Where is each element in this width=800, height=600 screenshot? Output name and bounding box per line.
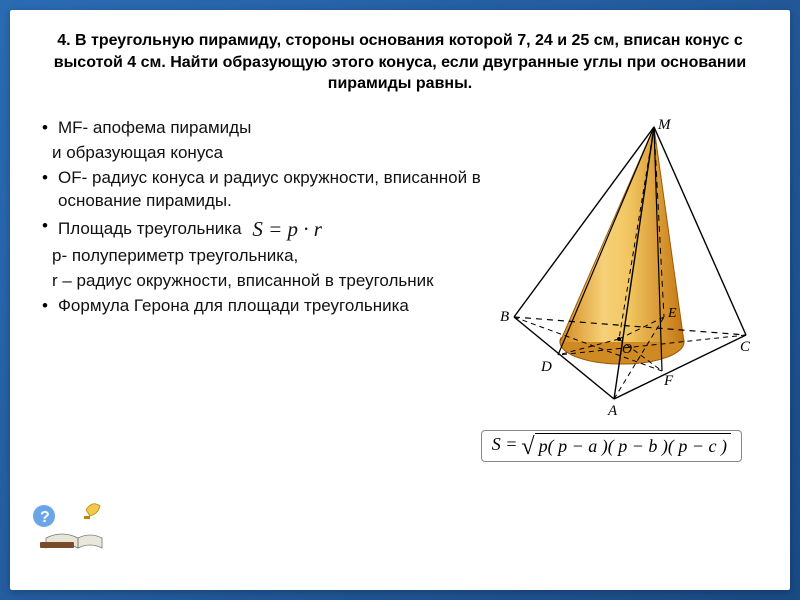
label-m: M (657, 117, 672, 133)
label-e: E (667, 306, 677, 321)
label-d: D (540, 359, 552, 375)
corner-illustration: ? (32, 494, 106, 552)
text-column: MF- апофема пирамиды и образующая конуса… (38, 117, 494, 422)
figure-column: M B C A D E F O (494, 117, 762, 422)
bullet-area: Площадь треугольника S = p · r (38, 215, 486, 243)
formula-spr: S = p · r (246, 215, 322, 243)
label-b: B (500, 309, 509, 325)
label-o: O (622, 342, 632, 357)
sqrt-icon: √ p( p − a )( p − b )( p − c ) (521, 433, 731, 457)
label-a: A (607, 403, 618, 417)
bullet-heron: Формула Герона для площади треугольника (38, 295, 486, 318)
heron-lhs: S = (492, 434, 518, 455)
heron-radicand: p( p − a )( p − b )( p − c ) (535, 433, 731, 457)
problem-title: 4. В треугольную пирамиду, стороны основ… (38, 30, 762, 95)
label-f: F (663, 373, 674, 389)
svg-text:?: ? (40, 509, 50, 526)
label-c: C (740, 339, 751, 355)
inradius-line: r – радиус окружности, вписанной в треуг… (38, 270, 486, 293)
pyramid-cone-diagram: M B C A D E F O (494, 117, 754, 417)
bullet-of: OF- радиус конуса и радиус окружности, в… (38, 167, 486, 213)
bullet-mf-cont: и образующая конуса (38, 142, 486, 165)
bullet-mf: MF- апофема пирамиды (38, 117, 486, 140)
semiperimeter-line: p- полупериметр треугольника, (38, 245, 486, 268)
bullet-area-text: Площадь треугольника (58, 219, 242, 238)
heron-formula: S = √ p( p − a )( p − b )( p − c ) (481, 430, 742, 462)
content-row: MF- апофема пирамиды и образующая конуса… (38, 117, 762, 422)
